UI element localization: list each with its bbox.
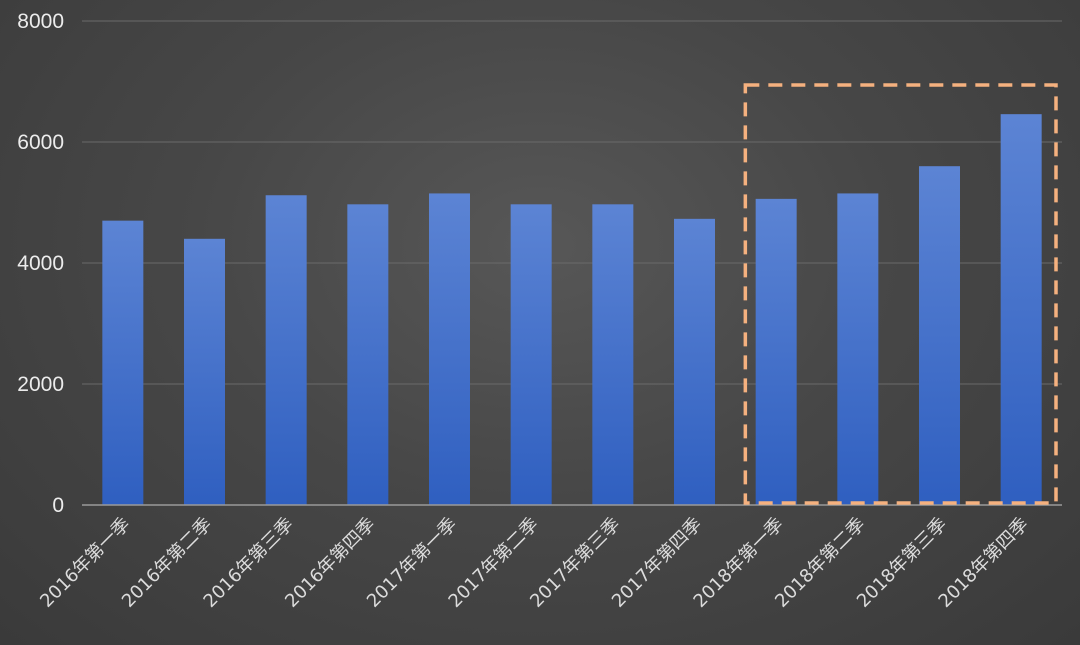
bar [102,220,144,505]
bar [1000,114,1042,506]
bars [102,114,1042,506]
highlight-dashed-box [743,83,1058,505]
bar [510,204,552,505]
x-axis-labels: 2016年第一季2016年第二季2016年第三季2016年第四季2017年第一季… [36,514,1032,612]
y-tick-label: 6000 [17,131,64,154]
y-axis-ticks: 0 2000 4000 6000 8000 [17,10,64,517]
bar [919,166,960,505]
bar [429,193,470,506]
bar [837,193,879,506]
y-tick-label: 4000 [17,252,64,275]
y-tick-label: 0 [52,494,64,517]
y-tick-label: 8000 [17,10,64,33]
gridlines [82,20,1062,385]
y-tick-label: 2000 [17,373,64,396]
bar [674,218,715,505]
bar [592,204,634,505]
bar [265,195,307,506]
bar [184,238,225,506]
bar [347,204,389,505]
highlight-box [743,83,1058,505]
bar [755,198,797,505]
